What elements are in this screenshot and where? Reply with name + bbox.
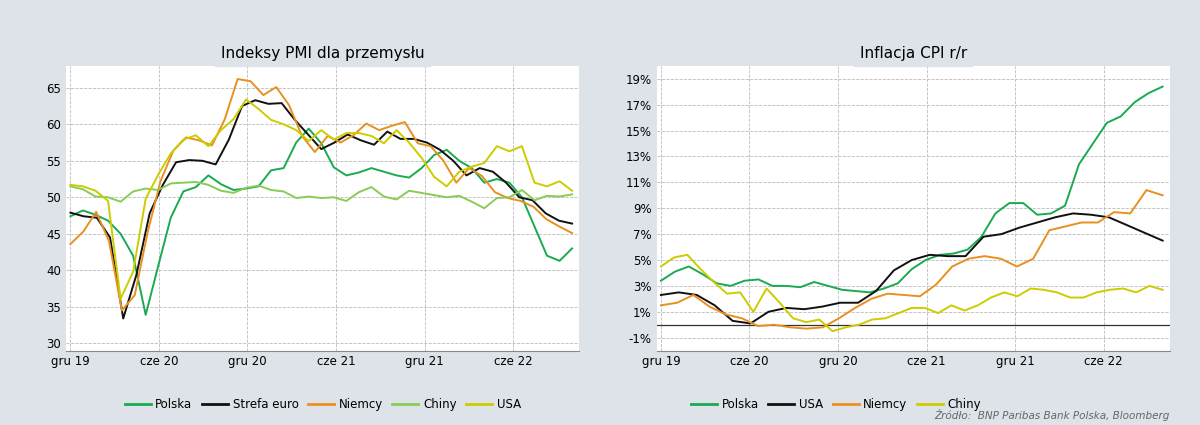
Legend: Polska, USA, Niemcy, Chiny: Polska, USA, Niemcy, Chiny	[686, 394, 986, 416]
Legend: Polska, Strefa euro, Niemcy, Chiny, USA: Polska, Strefa euro, Niemcy, Chiny, USA	[120, 394, 526, 416]
Title: Inflacja CPI r/r: Inflacja CPI r/r	[859, 45, 967, 60]
Title: Indeksy PMI dla przemysłu: Indeksy PMI dla przemysłu	[221, 45, 425, 60]
Text: Źródło:  BNP Paribas Bank Polska, Bloomberg: Źródło: BNP Paribas Bank Polska, Bloombe…	[935, 409, 1170, 421]
